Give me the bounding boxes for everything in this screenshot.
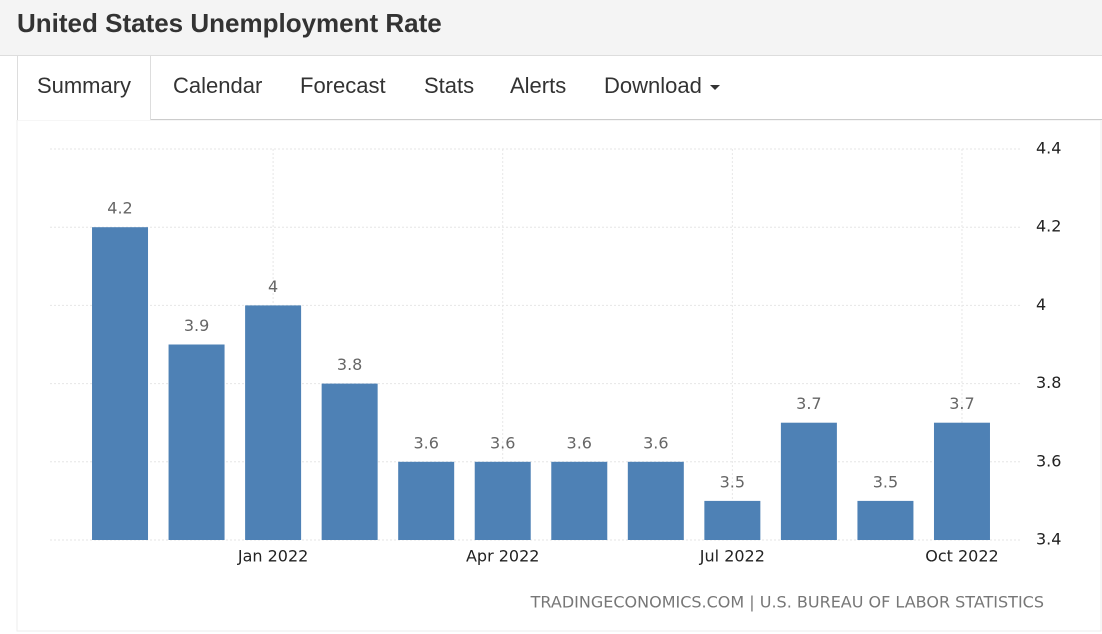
bar <box>933 422 990 540</box>
value-label: 3.8 <box>337 355 362 374</box>
y-tick-label: 4.4 <box>1036 139 1061 158</box>
tab-label[interactable]: Alerts <box>510 73 567 98</box>
bar <box>321 383 378 540</box>
caret-icon <box>709 84 720 90</box>
bar <box>245 305 302 540</box>
y-tick-label: 4 <box>1036 295 1046 314</box>
value-label: 4.2 <box>107 199 132 218</box>
tab-label[interactable]: Summary <box>36 73 132 98</box>
source-note: TRADINGECONOMICS.COM | U.S. BUREAU OF LA… <box>530 593 1044 612</box>
chart: TRADINGECONOMICS.COM | U.S. BUREAU OF LA… <box>16 120 1102 632</box>
bar <box>398 461 455 540</box>
value-label: 3.9 <box>184 316 209 335</box>
bar <box>627 461 684 540</box>
bar <box>168 344 225 540</box>
bar <box>474 461 531 540</box>
value-label: 3.6 <box>567 433 592 452</box>
value-label: 3.5 <box>873 472 898 491</box>
bar <box>704 500 761 540</box>
tab-bar: Summary Calendar Forecast Stats Alerts D… <box>0 56 1102 120</box>
page-title: United States Unemployment Rate <box>17 8 442 38</box>
tab-label[interactable]: Download <box>604 73 702 98</box>
x-tick-label: Jul 2022 <box>699 547 765 566</box>
tab-label[interactable]: Forecast <box>300 73 386 98</box>
value-label: 3.7 <box>949 394 974 413</box>
value-label: 3.7 <box>796 394 821 413</box>
tab-label[interactable]: Stats <box>424 73 475 98</box>
chart-frame <box>16 120 1102 632</box>
bar <box>92 227 149 540</box>
bar <box>857 500 914 540</box>
bar <box>551 461 608 540</box>
value-label: 3.6 <box>413 433 438 452</box>
value-label: 3.5 <box>720 472 745 491</box>
bar <box>780 422 837 540</box>
x-tick-label: Jan 2022 <box>237 547 308 566</box>
value-label: 3.6 <box>490 433 515 452</box>
tab[interactable]: Summary <box>17 56 151 120</box>
y-tick-label: 3.4 <box>1036 530 1061 549</box>
header: United States Unemployment Rate <box>0 0 1102 56</box>
tab[interactable]: Forecast <box>300 56 386 120</box>
x-tick-label: Apr 2022 <box>466 547 539 566</box>
tab[interactable]: Download <box>604 56 720 120</box>
y-tick-label: 3.8 <box>1036 373 1061 392</box>
tab[interactable]: Stats <box>424 56 474 120</box>
tab[interactable]: Alerts <box>510 56 566 120</box>
y-tick-label: 3.6 <box>1036 451 1061 470</box>
tab[interactable]: Calendar <box>173 56 262 120</box>
y-tick-label: 4.2 <box>1036 217 1061 236</box>
tab-label[interactable]: Calendar <box>173 73 263 98</box>
value-label: 4 <box>268 277 278 296</box>
value-label: 3.6 <box>643 433 668 452</box>
x-tick-label: Oct 2022 <box>925 547 998 566</box>
